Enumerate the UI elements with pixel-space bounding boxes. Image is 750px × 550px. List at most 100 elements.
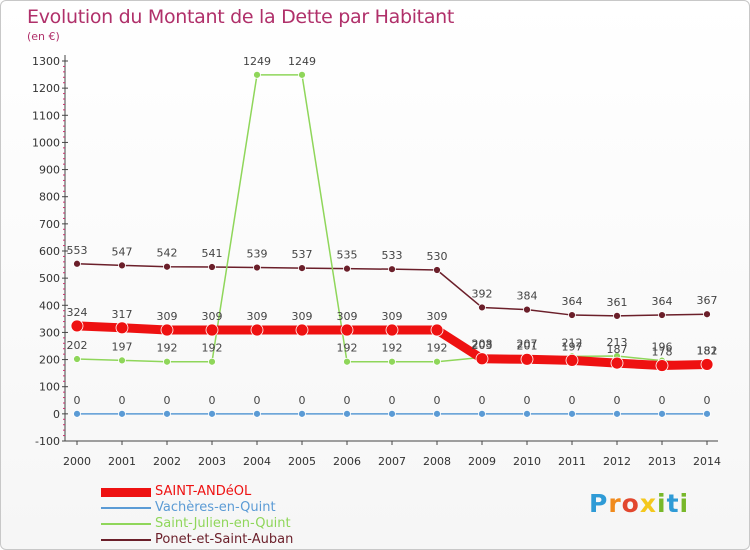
legend-swatch xyxy=(101,523,151,525)
data-label: 364 xyxy=(652,295,673,308)
data-point xyxy=(343,409,351,418)
data-label: 309 xyxy=(337,310,358,323)
data-point xyxy=(208,409,216,418)
y-tick-label: 1300 xyxy=(32,55,60,68)
x-tick-label: 2004 xyxy=(243,455,271,468)
x-tick-label: 2013 xyxy=(648,455,676,468)
data-point xyxy=(523,409,531,418)
data-label: 535 xyxy=(337,249,358,262)
data-label: 192 xyxy=(202,342,223,355)
x-tick-label: 2008 xyxy=(423,455,451,468)
data-point xyxy=(478,409,486,418)
y-tick-label: 600 xyxy=(39,245,60,258)
data-point xyxy=(388,265,396,274)
data-point xyxy=(253,263,261,272)
data-label: 187 xyxy=(607,343,628,356)
data-point xyxy=(163,409,171,418)
data-point xyxy=(703,310,711,319)
data-point xyxy=(205,323,219,337)
data-point xyxy=(298,409,306,418)
data-point xyxy=(163,262,171,271)
data-point xyxy=(388,357,396,366)
data-label: 201 xyxy=(517,339,538,352)
data-point xyxy=(700,358,714,371)
line-chart: -100010020030040050060070080090010001100… xyxy=(32,55,721,468)
data-label: 0 xyxy=(344,394,351,407)
proxiti-logo: Proxiti xyxy=(589,489,690,518)
data-point xyxy=(520,352,534,366)
data-label: 0 xyxy=(659,394,666,407)
data-label: 0 xyxy=(254,394,261,407)
y-tick-label: 800 xyxy=(39,191,60,204)
data-point xyxy=(655,359,669,372)
data-point xyxy=(115,321,129,335)
data-label: 537 xyxy=(292,248,313,261)
x-tick-label: 2000 xyxy=(63,455,91,468)
data-label: 0 xyxy=(524,394,531,407)
axes: -100010020030040050060070080090010001100… xyxy=(32,55,721,468)
data-label: 553 xyxy=(67,244,88,257)
data-label: 539 xyxy=(247,248,268,261)
x-tick-label: 2003 xyxy=(198,455,226,468)
data-point xyxy=(73,355,81,363)
data-label: 197 xyxy=(562,340,583,353)
chart-title: Evolution du Montant de la Dette par Hab… xyxy=(27,6,455,28)
x-tick-label: 2009 xyxy=(468,455,496,468)
data-label: 324 xyxy=(67,306,88,319)
data-label: 182 xyxy=(697,344,718,357)
data-label: 196 xyxy=(652,341,673,354)
data-label: 1249 xyxy=(243,55,271,68)
data-point xyxy=(475,352,489,366)
legend-swatch xyxy=(101,507,151,509)
data-point xyxy=(613,311,621,320)
data-point xyxy=(568,409,576,418)
data-label: 208 xyxy=(472,337,493,350)
data-point xyxy=(703,409,711,418)
y-tick-label: 0 xyxy=(53,408,60,421)
legend-label: Ponet-et-Saint-Auban xyxy=(155,532,294,547)
data-point xyxy=(343,357,351,366)
data-label: 364 xyxy=(562,295,583,308)
data-label: 192 xyxy=(382,342,403,355)
data-label: 384 xyxy=(517,290,538,303)
y-tick-label: 100 xyxy=(39,381,60,394)
data-label: 541 xyxy=(202,247,223,260)
data-label: 367 xyxy=(697,294,718,307)
data-point xyxy=(118,409,126,418)
data-label: 542 xyxy=(157,247,178,260)
data-point xyxy=(388,409,396,418)
data-label: 547 xyxy=(112,245,133,258)
y-tick-label: 300 xyxy=(39,326,60,339)
legend-label: SAINT-ANDéOL xyxy=(155,484,252,499)
data-label: 309 xyxy=(382,310,403,323)
data-label: 203 xyxy=(472,339,493,352)
data-label: 178 xyxy=(652,346,673,359)
data-point xyxy=(118,356,126,365)
x-tick-label: 2006 xyxy=(333,455,361,468)
data-label: 0 xyxy=(479,394,486,407)
data-label: 0 xyxy=(614,394,621,407)
y-tick-label: 1100 xyxy=(32,109,60,122)
data-point xyxy=(433,357,441,366)
data-point xyxy=(298,264,306,273)
y-tick-label: -100 xyxy=(35,435,60,448)
data-point xyxy=(523,305,531,314)
data-point xyxy=(343,264,351,273)
data-point xyxy=(385,323,399,337)
data-label: 0 xyxy=(389,394,396,407)
data-point xyxy=(73,409,81,418)
data-point xyxy=(430,323,444,337)
data-point xyxy=(565,353,579,367)
data-point xyxy=(250,323,264,337)
data-point xyxy=(610,356,624,370)
data-label: 192 xyxy=(427,342,448,355)
data-label: 181 xyxy=(697,345,718,358)
data-label: 309 xyxy=(292,310,313,323)
data-point xyxy=(433,266,441,274)
data-label: 0 xyxy=(164,394,171,407)
y-tick-label: 900 xyxy=(39,164,60,177)
data-point xyxy=(163,357,171,366)
data-point xyxy=(613,409,621,418)
data-label: 317 xyxy=(112,308,133,321)
data-label: 0 xyxy=(74,394,81,407)
